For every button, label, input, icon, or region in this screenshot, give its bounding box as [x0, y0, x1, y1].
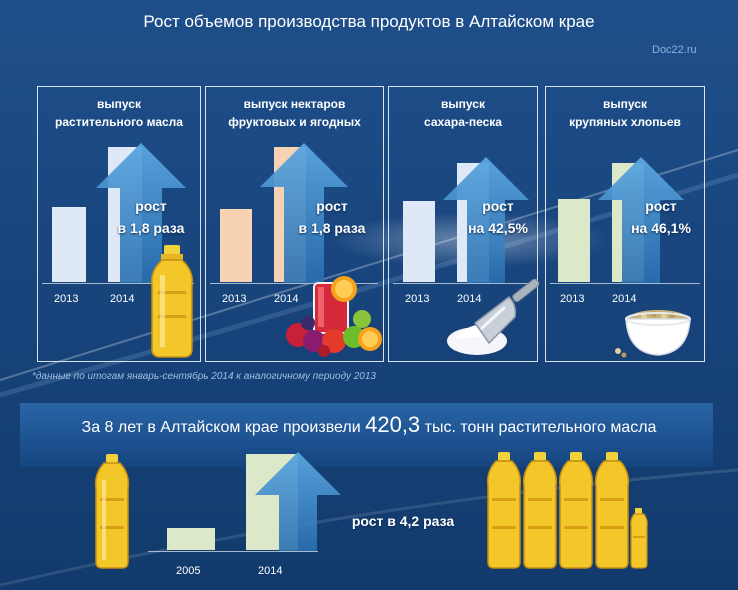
growth-arrow-icon — [443, 157, 529, 283]
panel-title-line2: растительного масла — [55, 115, 183, 129]
year-2014-label: 2014 — [110, 293, 135, 305]
bar-2013 — [52, 207, 86, 282]
bar-2013 — [403, 201, 435, 282]
fruit-juice-icon — [286, 276, 382, 357]
panel-cereal-flakes: выпуск крупяных хлопьев 2013 2014 рост н… — [545, 86, 705, 362]
growth-arrow-icon — [260, 143, 348, 283]
summary-banner-text: За 8 лет в Алтайском крае произвели 420,… — [0, 412, 738, 438]
panel-title: выпуск крупяных хлопьев — [546, 95, 704, 131]
banner-text-after: тыс. тонн растительного масла — [424, 419, 657, 436]
axis-line — [210, 283, 378, 284]
cereal-bowl-icon — [615, 310, 691, 358]
growth-label-line2: в 1,8 раза — [298, 220, 366, 236]
source-label: Doc22.ru — [652, 44, 697, 56]
banner-value: 420,3 — [365, 412, 421, 437]
year-2014-label: 2014 — [274, 293, 299, 305]
growth-arrow-icon — [96, 143, 186, 283]
year-2014-label: 2014 — [612, 293, 637, 305]
growth-label: рост на 42,5% — [455, 195, 541, 239]
year-2014-label: 2014 — [258, 565, 283, 577]
panel-title-line1: выпуск — [603, 97, 647, 111]
bottom-axis-line — [148, 551, 318, 552]
growth-label: рост в 1,8 раза — [282, 195, 382, 239]
page-title: Рост объемов производства продуктов в Ал… — [143, 12, 595, 31]
panel-title: выпуск растительного масла — [38, 95, 200, 131]
growth-arrow-icon — [598, 157, 684, 283]
growth-label-line2: на 42,5% — [468, 220, 528, 236]
year-2013-label: 2013 — [560, 293, 585, 305]
panel-title-line2: фруктовых и ягодных — [228, 115, 361, 129]
oil-bottles-group-icon — [486, 452, 648, 569]
growth-label: рост в 1,8 раза — [106, 195, 196, 239]
axis-line — [550, 283, 700, 284]
year-2013-label: 2013 — [222, 293, 247, 305]
year-2013-label: 2013 — [54, 293, 79, 305]
year-2013-label: 2013 — [405, 293, 430, 305]
oil-bottle-icon — [150, 245, 194, 358]
bottom-bar-2005 — [167, 528, 215, 550]
axis-line — [393, 283, 533, 284]
panel-title-line1: выпуск — [97, 97, 141, 111]
panel-title: выпуск сахара-песка — [389, 95, 537, 131]
panel-sugar: выпуск сахара-песка 2013 2014 рост на 42… — [388, 86, 541, 362]
growth-label-line2: в 1,8 раза — [117, 220, 185, 236]
axis-line — [42, 283, 194, 284]
panel-title-line1: выпуск — [441, 97, 485, 111]
growth-label: рост на 46,1% — [616, 195, 706, 239]
panel-nectars: выпуск нектаров фруктовых и ягодных 2013… — [205, 86, 384, 362]
panel-vegetable-oil: выпуск растительного масла 2013 2014 рос… — [37, 86, 201, 362]
growth-arrow-icon — [255, 452, 341, 552]
growth-label-line2: на 46,1% — [631, 220, 691, 236]
growth-label-line1: рост — [135, 198, 167, 214]
banner-text-before: За 8 лет в Алтайском крае произвели — [81, 419, 361, 436]
growth-label-line1: рост — [645, 198, 677, 214]
bar-2013 — [220, 209, 252, 282]
sugar-scoop-icon — [447, 278, 540, 355]
year-2014-label: 2014 — [457, 293, 482, 305]
bottom-growth-label: рост в 4,2 раза — [351, 513, 455, 529]
summary-banner — [20, 403, 713, 467]
panel-title-line2: крупяных хлопьев — [569, 115, 681, 129]
growth-label-line1: рост — [316, 198, 348, 214]
panel-title: выпуск нектаров фруктовых и ягодных — [206, 95, 383, 131]
oil-bottle-icon — [94, 454, 130, 569]
footnote: *данные по итогам январь-сентябрь 2014 к… — [32, 371, 376, 382]
year-2005-label: 2005 — [176, 565, 201, 577]
growth-label-line1: рост — [482, 198, 514, 214]
bar-2013 — [558, 199, 590, 282]
panel-title-line1: выпуск нектаров — [243, 97, 346, 111]
panel-title-line2: сахара-песка — [424, 115, 502, 129]
